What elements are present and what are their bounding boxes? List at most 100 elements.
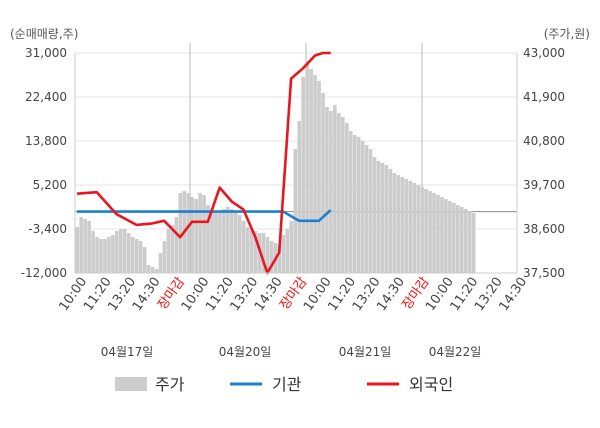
price-bar-97 xyxy=(459,207,464,273)
price-bar-71 xyxy=(356,137,361,273)
price-bar-42 xyxy=(241,221,246,273)
price-bar-94 xyxy=(448,201,452,273)
price-bar-39 xyxy=(230,209,234,273)
price-bar-69 xyxy=(348,131,353,273)
price-bar-64 xyxy=(329,111,333,273)
price-bar-92 xyxy=(440,197,444,273)
left-tick-label: -3,400 xyxy=(28,222,67,236)
price-bar-15 xyxy=(134,239,139,273)
price-bar-100 xyxy=(471,213,476,273)
left-axis-unit: (순매매량,주) xyxy=(10,27,78,41)
price-bar-49 xyxy=(269,241,274,273)
price-bar-87 xyxy=(420,187,424,273)
price-bar-61 xyxy=(317,81,321,273)
left-axis-ticks: 31,000 22,400 13,800 5,200 -3,400 -12,000 xyxy=(21,46,67,280)
price-bar-19 xyxy=(150,267,155,273)
price-bar-98 xyxy=(463,209,468,273)
price-bar-45 xyxy=(253,231,258,273)
price-bar-85 xyxy=(412,183,417,273)
price-bar-2 xyxy=(83,219,87,273)
price-bar-33 xyxy=(206,205,210,273)
price-bar-47 xyxy=(261,233,266,273)
price-bar-11 xyxy=(119,229,123,273)
date-label: 04월20일 xyxy=(219,345,272,359)
price-bar-21 xyxy=(158,253,163,273)
foreign-line xyxy=(76,51,331,275)
price-bar-72 xyxy=(360,141,365,273)
price-bar-81 xyxy=(396,175,401,273)
price-bar-41 xyxy=(237,215,242,273)
price-bar-99 xyxy=(467,211,472,273)
price-bar-55 xyxy=(293,149,298,273)
price-bar-26 xyxy=(178,193,183,273)
price-bar-84 xyxy=(408,181,413,273)
price-bar-6 xyxy=(99,239,103,273)
price-bar-31 xyxy=(198,193,202,273)
price-bar-35 xyxy=(214,213,218,273)
right-tick-label: 37,500 xyxy=(523,266,565,280)
price-bar-82 xyxy=(400,177,405,273)
left-tick-label: 31,000 xyxy=(25,46,67,60)
price-bar-12 xyxy=(122,229,127,273)
price-bar-93 xyxy=(444,199,448,273)
price-bar-77 xyxy=(380,163,385,273)
price-bar-1 xyxy=(79,217,83,273)
price-bar-65 xyxy=(333,105,337,273)
legend: 주가 기관 외국인 xyxy=(115,375,453,394)
price-bar-70 xyxy=(352,135,357,273)
price-bar-44 xyxy=(249,229,254,273)
price-bar-51 xyxy=(277,245,282,273)
price-bar-59 xyxy=(309,69,313,273)
price-bar-79 xyxy=(388,169,393,273)
price-bar-13 xyxy=(126,233,131,273)
price-bar-43 xyxy=(245,227,250,273)
price-bar-89 xyxy=(428,191,432,273)
price-bar-3 xyxy=(87,221,91,273)
price-bar-80 xyxy=(392,173,397,273)
right-axis-unit: (주가,원) xyxy=(544,27,590,41)
price-bar-22 xyxy=(162,241,167,273)
price-bar-90 xyxy=(432,193,436,273)
price-bar-23 xyxy=(166,229,171,273)
price-bar-66 xyxy=(337,113,341,273)
price-bar-24 xyxy=(170,225,175,273)
price-bar-56 xyxy=(297,121,302,273)
left-tick-label: -12,000 xyxy=(21,266,67,280)
price-bar-73 xyxy=(364,145,369,273)
price-bar-37 xyxy=(222,209,226,273)
price-bar-74 xyxy=(368,149,373,273)
price-bar-57 xyxy=(301,77,305,273)
price-bar-54 xyxy=(289,221,294,273)
price-bar-14 xyxy=(130,237,135,273)
right-tick-label: 40,800 xyxy=(523,134,565,148)
price-bar-78 xyxy=(384,165,389,273)
left-tick-label: 5,200 xyxy=(33,178,67,192)
price-bar-4 xyxy=(91,231,95,273)
price-bar-5 xyxy=(95,237,99,273)
price-bar-10 xyxy=(115,231,119,273)
price-bar-29 xyxy=(190,197,194,273)
price-bar-60 xyxy=(313,75,317,273)
price-bar-0 xyxy=(75,227,79,273)
x-axis-ticks: 10:0011:2013:2014:30장마감10:0011:2013:2014… xyxy=(56,275,530,314)
price-bar-76 xyxy=(376,161,381,273)
legend-label-institution: 기관 xyxy=(272,375,302,394)
price-bar-96 xyxy=(456,205,460,273)
price-bar-25 xyxy=(174,217,179,273)
price-bar-17 xyxy=(142,247,147,273)
price-bar-7 xyxy=(103,239,107,273)
right-tick-label: 41,900 xyxy=(523,90,565,104)
price-bar-91 xyxy=(436,195,440,273)
price-bar-53 xyxy=(285,229,290,273)
price-bar-34 xyxy=(210,209,214,273)
price-bar-62 xyxy=(321,93,325,273)
price-bar-88 xyxy=(424,189,428,273)
date-label: 04월17일 xyxy=(101,345,154,359)
price-bar-40 xyxy=(233,211,238,273)
price-bar-75 xyxy=(372,157,377,273)
price-bar-28 xyxy=(186,193,191,273)
legend-swatch-price xyxy=(115,377,147,391)
date-label: 04월22일 xyxy=(429,345,482,359)
date-label: 04월21일 xyxy=(339,345,392,359)
